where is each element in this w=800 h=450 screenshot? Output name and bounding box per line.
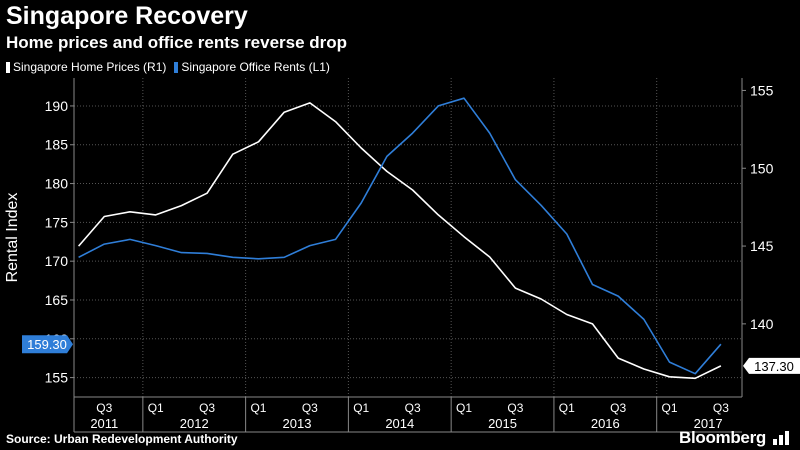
x-quarter-label: Q1 [148, 401, 164, 415]
x-year-label: 2015 [488, 416, 517, 431]
x-quarter-label: Q3 [713, 401, 729, 415]
x-quarter-label: Q3 [405, 401, 421, 415]
x-quarter-label: Q1 [559, 401, 575, 415]
x-quarter-label: Q3 [302, 401, 318, 415]
x-quarter-label: Q1 [353, 401, 369, 415]
brand-logo-text: Bloomberg [678, 428, 766, 447]
last-value-text-office-rents: 159.30 [27, 337, 67, 352]
y-left-tick-label: 190 [45, 98, 69, 114]
legend-swatch-home-prices [6, 61, 10, 73]
last-value-flag-office-rents [22, 335, 73, 354]
y-axis-title: Rental Index [4, 193, 21, 283]
legend-label-office-rents: Singapore Office Rents (L1) [181, 60, 330, 74]
series-line-home-prices [77, 102, 722, 380]
x-year-label: 2012 [180, 416, 209, 431]
series-layer [77, 97, 722, 380]
legend: Singapore Home Prices (R1) Singapore Off… [6, 60, 334, 74]
x-year-label: 2014 [385, 416, 414, 431]
last-value-flag-home-prices [743, 357, 800, 374]
y-left-tick-label: 180 [45, 176, 69, 192]
x-quarter-label: Q3 [507, 401, 523, 415]
x-quarter-label: Q3 [610, 401, 626, 415]
axis-layer: 155160165170175180185190140145150155Rent… [4, 78, 774, 433]
y-left-tick-label: 185 [45, 137, 69, 153]
x-year-label: 2016 [591, 416, 620, 431]
y-left-tick-label: 175 [45, 214, 69, 230]
value-label-layer: 137.30 159.30 [22, 335, 800, 374]
y-left-tick-label: 155 [45, 370, 69, 386]
x-year-label: 2011 [90, 416, 118, 431]
bloomberg-mark-icon [773, 431, 789, 445]
y-left-tick-label: 170 [45, 253, 69, 269]
legend-item-home-prices: Singapore Home Prices (R1) [6, 60, 166, 74]
y-right-tick-label: 150 [750, 160, 774, 176]
legend-swatch-office-rents [174, 61, 179, 73]
y-right-tick-label: 145 [750, 238, 774, 254]
series-line-office-rents [78, 97, 722, 375]
legend-item-office-rents: Singapore Office Rents (L1) [174, 60, 330, 74]
x-quarter-label: Q1 [250, 401, 266, 415]
x-quarter-label: Q3 [199, 401, 215, 415]
last-value-text-home-prices: 137.30 [754, 359, 794, 374]
x-year-label: 2017 [694, 416, 723, 431]
x-quarter-label: Q1 [456, 401, 472, 415]
x-quarter-label: Q3 [96, 401, 112, 415]
y-right-tick-label: 140 [750, 316, 774, 332]
legend-label-home-prices: Singapore Home Prices (R1) [13, 60, 167, 74]
last-value-label-office-rents: 159.30 [22, 335, 73, 354]
last-value-label-home-prices: 137.30 [743, 357, 800, 374]
source-note: Source: Urban Redevelopment Authority [6, 432, 238, 446]
x-quarter-label: Q1 [662, 401, 678, 415]
chart-subtitle: Home prices and office rents reverse dro… [6, 33, 348, 52]
y-left-tick-label: 165 [45, 292, 69, 308]
y-right-tick-label: 155 [750, 82, 774, 98]
grid-layer [74, 78, 742, 397]
chart-title: Singapore Recovery [6, 2, 248, 30]
x-year-label: 2013 [283, 416, 312, 431]
